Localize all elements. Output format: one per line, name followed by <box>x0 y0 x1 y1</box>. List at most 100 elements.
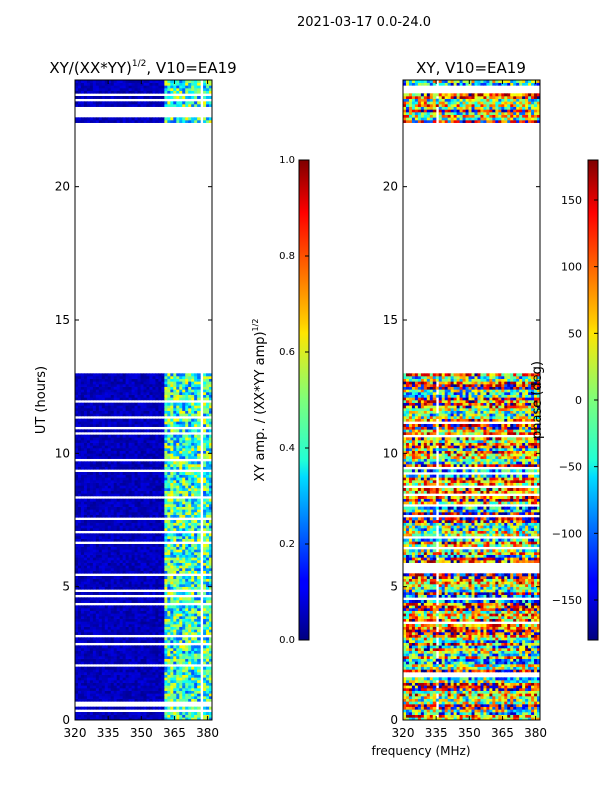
heatmap-cell <box>77 653 82 657</box>
heatmap-cell <box>89 685 94 689</box>
heatmap-cell <box>161 533 165 537</box>
heatmap-cell <box>173 640 177 643</box>
heatmap-cell <box>83 405 88 409</box>
heatmap-cell <box>173 624 177 627</box>
heatmap-cell <box>203 384 207 387</box>
heatmap-cell <box>75 554 79 558</box>
heatmap-cell <box>206 650 210 654</box>
heatmap-cell <box>176 402 180 406</box>
heatmap-cell <box>86 661 91 665</box>
heatmap-cell <box>158 605 162 609</box>
heatmap-cell <box>125 522 130 526</box>
heatmap-cell <box>143 592 148 595</box>
heatmap-cell <box>134 685 139 689</box>
heatmap-cell <box>206 386 210 390</box>
heatmap-cell <box>185 544 189 547</box>
heatmap-cell <box>206 698 210 702</box>
heatmap-cell <box>182 501 186 505</box>
heatmap-cell <box>197 394 201 398</box>
heatmap-cell <box>86 453 91 457</box>
heatmap-cell <box>80 680 85 683</box>
heatmap-cell <box>107 645 112 649</box>
heatmap-cell <box>185 482 189 486</box>
heatmap-cell <box>119 397 124 401</box>
heatmap-cell <box>185 592 189 595</box>
heatmap-cell <box>125 520 130 523</box>
heatmap-cell <box>89 474 94 478</box>
heatmap-cell <box>140 549 145 553</box>
heatmap-cell <box>161 450 165 454</box>
heatmap-cell <box>75 373 79 377</box>
heatmap-cell <box>75 429 79 433</box>
heatmap-cell <box>125 586 130 590</box>
heatmap-cell <box>77 629 82 633</box>
heatmap-cell <box>113 418 118 422</box>
heatmap-cell <box>95 405 100 409</box>
heatmap-cell <box>83 714 88 718</box>
heatmap-cell <box>173 576 177 579</box>
heatmap-cell <box>179 488 183 491</box>
heatmap-cell <box>104 616 109 619</box>
heatmap-cell <box>191 597 195 601</box>
heatmap-cell <box>134 565 139 569</box>
panel-left: XY/(XX*YY)1/2, V10=EA19 320 335 350 365 3800… <box>34 59 237 740</box>
heatmap-cell <box>131 509 136 513</box>
heatmap-cell <box>104 682 109 686</box>
heatmap-cell <box>137 501 142 505</box>
heatmap-cell <box>155 514 159 518</box>
heatmap-cell <box>209 626 212 630</box>
heatmap-cell <box>197 613 201 617</box>
heatmap-cell <box>92 381 97 385</box>
heatmap-cell <box>158 682 162 686</box>
heatmap-cell <box>203 714 207 718</box>
heatmap-cell <box>143 450 148 454</box>
heatmap-cell <box>113 445 118 449</box>
heatmap-cell <box>125 376 130 379</box>
heatmap-cell <box>89 445 94 449</box>
heatmap-cell <box>122 552 127 555</box>
heatmap-cell <box>128 506 133 510</box>
heatmap-cell <box>206 466 210 470</box>
heatmap-cell <box>176 568 180 571</box>
heatmap-cell <box>131 568 136 571</box>
heatmap-cell <box>86 584 91 587</box>
heatmap-cell <box>167 477 171 481</box>
heatmap-cell <box>131 480 136 483</box>
heatmap-cell <box>188 618 192 622</box>
heatmap-cell <box>137 632 142 635</box>
heatmap-cell <box>170 586 174 590</box>
heatmap-cell <box>77 504 82 507</box>
heatmap-cell <box>176 624 180 627</box>
heatmap-cell <box>161 672 165 675</box>
heatmap-cell <box>203 405 207 409</box>
heatmap-cell <box>191 538 195 542</box>
heatmap-cell <box>86 429 91 433</box>
heatmap-cell <box>188 536 192 539</box>
heatmap-cell <box>80 570 85 574</box>
heatmap-cell <box>83 434 88 438</box>
heatmap-cell <box>203 528 207 531</box>
heatmap-cell <box>209 418 212 422</box>
heatmap-cell <box>152 626 157 630</box>
heatmap-cell <box>113 621 118 625</box>
heatmap-cell <box>149 584 154 587</box>
heatmap-cell <box>101 666 106 670</box>
heatmap-cell <box>131 677 136 681</box>
heatmap-cell <box>116 581 121 585</box>
heatmap-cell <box>98 714 103 718</box>
heatmap-cell <box>86 405 91 409</box>
heatmap-cell <box>185 677 189 681</box>
heatmap-cell <box>134 552 139 555</box>
heatmap-cell <box>116 453 121 457</box>
heatmap-cell <box>137 525 142 529</box>
heatmap-cell <box>107 661 112 665</box>
heatmap-cell <box>92 640 97 643</box>
heatmap-cell <box>197 408 201 411</box>
heatmap-cell <box>167 544 171 547</box>
heatmap-cell <box>122 453 127 457</box>
heatmap-cell <box>95 565 100 569</box>
heatmap-cell <box>86 410 91 414</box>
heatmap-cell <box>77 562 82 566</box>
heatmap-cell <box>164 629 168 633</box>
heatmap-cell <box>185 466 189 470</box>
